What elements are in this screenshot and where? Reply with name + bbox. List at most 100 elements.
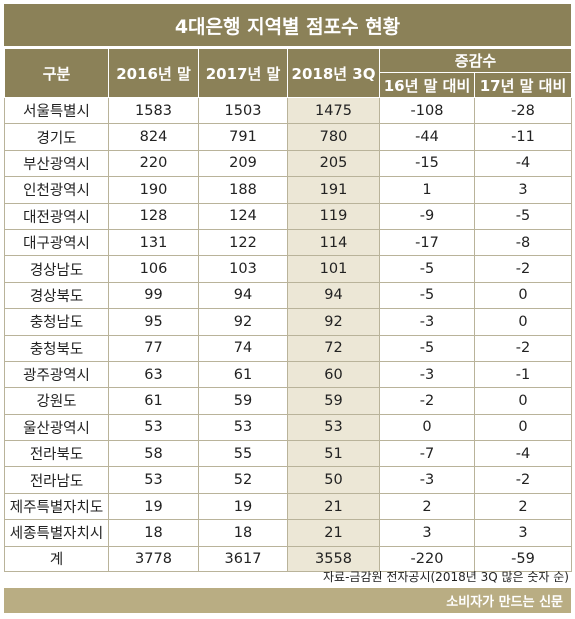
table-row: 부산광역시 220 209 205 -15 -4 xyxy=(4,149,572,178)
cell-y2017: 94 xyxy=(198,281,288,310)
header-vs-2017: 17년 말 대비 xyxy=(474,72,572,98)
cell-vs16: 3 xyxy=(379,519,475,547)
cell-vs17: 3 xyxy=(474,176,572,204)
table-row: 세종특별자치시 18 18 21 3 3 xyxy=(4,519,572,547)
cell-y2018: 101 xyxy=(287,255,380,283)
source-note: 자료-금감원 전자공시(2018년 3Q 많은 숫자 순) xyxy=(323,570,569,584)
table-title: 4대은행 지역별 점포수 현황 xyxy=(4,4,571,46)
cell-region: 충청북도 xyxy=(4,334,109,362)
cell-y2018: 94 xyxy=(287,281,380,310)
cell-region: 전라남도 xyxy=(4,466,109,494)
cell-y2018: 21 xyxy=(287,519,380,547)
cell-y2016: 53 xyxy=(108,413,199,442)
header-2016: 2016년 말 xyxy=(108,48,199,98)
total-row: 계 3778 3617 3558 -220 -59 xyxy=(4,545,572,572)
cell-y2017: 791 xyxy=(198,123,288,151)
cell-y2016: 77 xyxy=(108,334,199,362)
cell-vs16: -5 xyxy=(379,334,475,362)
cell-y2016: 3778 xyxy=(108,545,199,572)
cell-region: 인천광역시 xyxy=(4,176,109,204)
table-row: 전라북도 58 55 51 -7 -4 xyxy=(4,440,572,468)
cell-y2016: 190 xyxy=(108,176,199,204)
header-region: 구분 xyxy=(4,48,109,98)
cell-vs16: 2 xyxy=(379,492,475,521)
cell-vs16: -108 xyxy=(379,96,475,125)
table-row: 광주광역시 63 61 60 -3 -1 xyxy=(4,360,572,389)
cell-vs17: 0 xyxy=(474,281,572,310)
cell-y2018: 51 xyxy=(287,440,380,468)
cell-y2016: 61 xyxy=(108,387,199,415)
cell-y2018: 3558 xyxy=(287,545,380,572)
cell-vs16: -3 xyxy=(379,360,475,389)
cell-region: 경상남도 xyxy=(4,255,109,283)
table-row: 제주특별자치도 19 19 21 2 2 xyxy=(4,492,572,521)
cell-region: 부산광역시 xyxy=(4,149,109,178)
cell-y2017: 55 xyxy=(198,440,288,468)
cell-region: 계 xyxy=(4,545,109,572)
cell-y2017: 1503 xyxy=(198,96,288,125)
branch-count-table: 구분 2016년 말 2017년 말 2018년 3Q 증감수 16년 말 대비… xyxy=(4,48,572,572)
cell-vs17: -8 xyxy=(474,228,572,257)
cell-vs17: -28 xyxy=(474,96,572,125)
cell-y2018: 21 xyxy=(287,492,380,521)
cell-y2016: 63 xyxy=(108,360,199,389)
table-row: 전라남도 53 52 50 -3 -2 xyxy=(4,466,572,494)
cell-y2016: 95 xyxy=(108,308,199,336)
cell-vs17: -59 xyxy=(474,545,572,572)
table-row: 경상남도 106 103 101 -5 -2 xyxy=(4,255,572,283)
cell-region: 서울특별시 xyxy=(4,96,109,125)
cell-vs17: -1 xyxy=(474,360,572,389)
cell-vs16: -15 xyxy=(379,149,475,178)
cell-y2017: 53 xyxy=(198,413,288,442)
cell-y2018: 72 xyxy=(287,334,380,362)
cell-vs16: -5 xyxy=(379,255,475,283)
cell-y2016: 131 xyxy=(108,228,199,257)
cell-y2017: 103 xyxy=(198,255,288,283)
table-row: 강원도 61 59 59 -2 0 xyxy=(4,387,572,415)
table-row: 인천광역시 190 188 191 1 3 xyxy=(4,176,572,204)
cell-region: 경기도 xyxy=(4,123,109,151)
table-row: 대구광역시 131 122 114 -17 -8 xyxy=(4,228,572,257)
cell-y2017: 188 xyxy=(198,176,288,204)
cell-vs17: 2 xyxy=(474,492,572,521)
table-row: 경기도 824 791 780 -44 -11 xyxy=(4,123,572,151)
cell-y2016: 19 xyxy=(108,492,199,521)
cell-y2018: 114 xyxy=(287,228,380,257)
cell-vs16: -17 xyxy=(379,228,475,257)
cell-vs16: -3 xyxy=(379,466,475,494)
cell-vs17: -4 xyxy=(474,149,572,178)
header-vs-2016: 16년 말 대비 xyxy=(379,72,475,98)
cell-y2016: 53 xyxy=(108,466,199,494)
cell-y2016: 106 xyxy=(108,255,199,283)
cell-y2016: 128 xyxy=(108,202,199,230)
cell-vs16: 1 xyxy=(379,176,475,204)
cell-y2016: 824 xyxy=(108,123,199,151)
cell-y2017: 3617 xyxy=(198,545,288,572)
cell-region: 대구광역시 xyxy=(4,228,109,257)
cell-vs16: -7 xyxy=(379,440,475,468)
cell-region: 세종특별자치시 xyxy=(4,519,109,547)
cell-vs17: -2 xyxy=(474,334,572,362)
table-row: 서울특별시 1583 1503 1475 -108 -28 xyxy=(4,96,572,125)
header-2018-3q: 2018년 3Q xyxy=(287,48,380,98)
cell-y2018: 92 xyxy=(287,308,380,336)
table-row: 대전광역시 128 124 119 -9 -5 xyxy=(4,202,572,230)
publisher-footer: 소비자가 만드는 신문 xyxy=(4,588,571,613)
cell-y2017: 122 xyxy=(198,228,288,257)
cell-vs17: -5 xyxy=(474,202,572,230)
cell-vs17: 0 xyxy=(474,308,572,336)
cell-y2017: 92 xyxy=(198,308,288,336)
cell-region: 충청남도 xyxy=(4,308,109,336)
cell-y2018: 60 xyxy=(287,360,380,389)
cell-y2018: 50 xyxy=(287,466,380,494)
cell-region: 광주광역시 xyxy=(4,360,109,389)
cell-y2017: 209 xyxy=(198,149,288,178)
table-body: 서울특별시 1583 1503 1475 -108 -28 경기도 824 791 780 -44-… xyxy=(4,96,572,572)
cell-y2018: 53 xyxy=(287,413,380,442)
header-2017: 2017년 말 xyxy=(198,48,288,98)
cell-y2017: 61 xyxy=(198,360,288,389)
cell-y2018: 191 xyxy=(287,176,380,204)
cell-vs17: -11 xyxy=(474,123,572,151)
cell-y2017: 18 xyxy=(198,519,288,547)
cell-y2017: 19 xyxy=(198,492,288,521)
